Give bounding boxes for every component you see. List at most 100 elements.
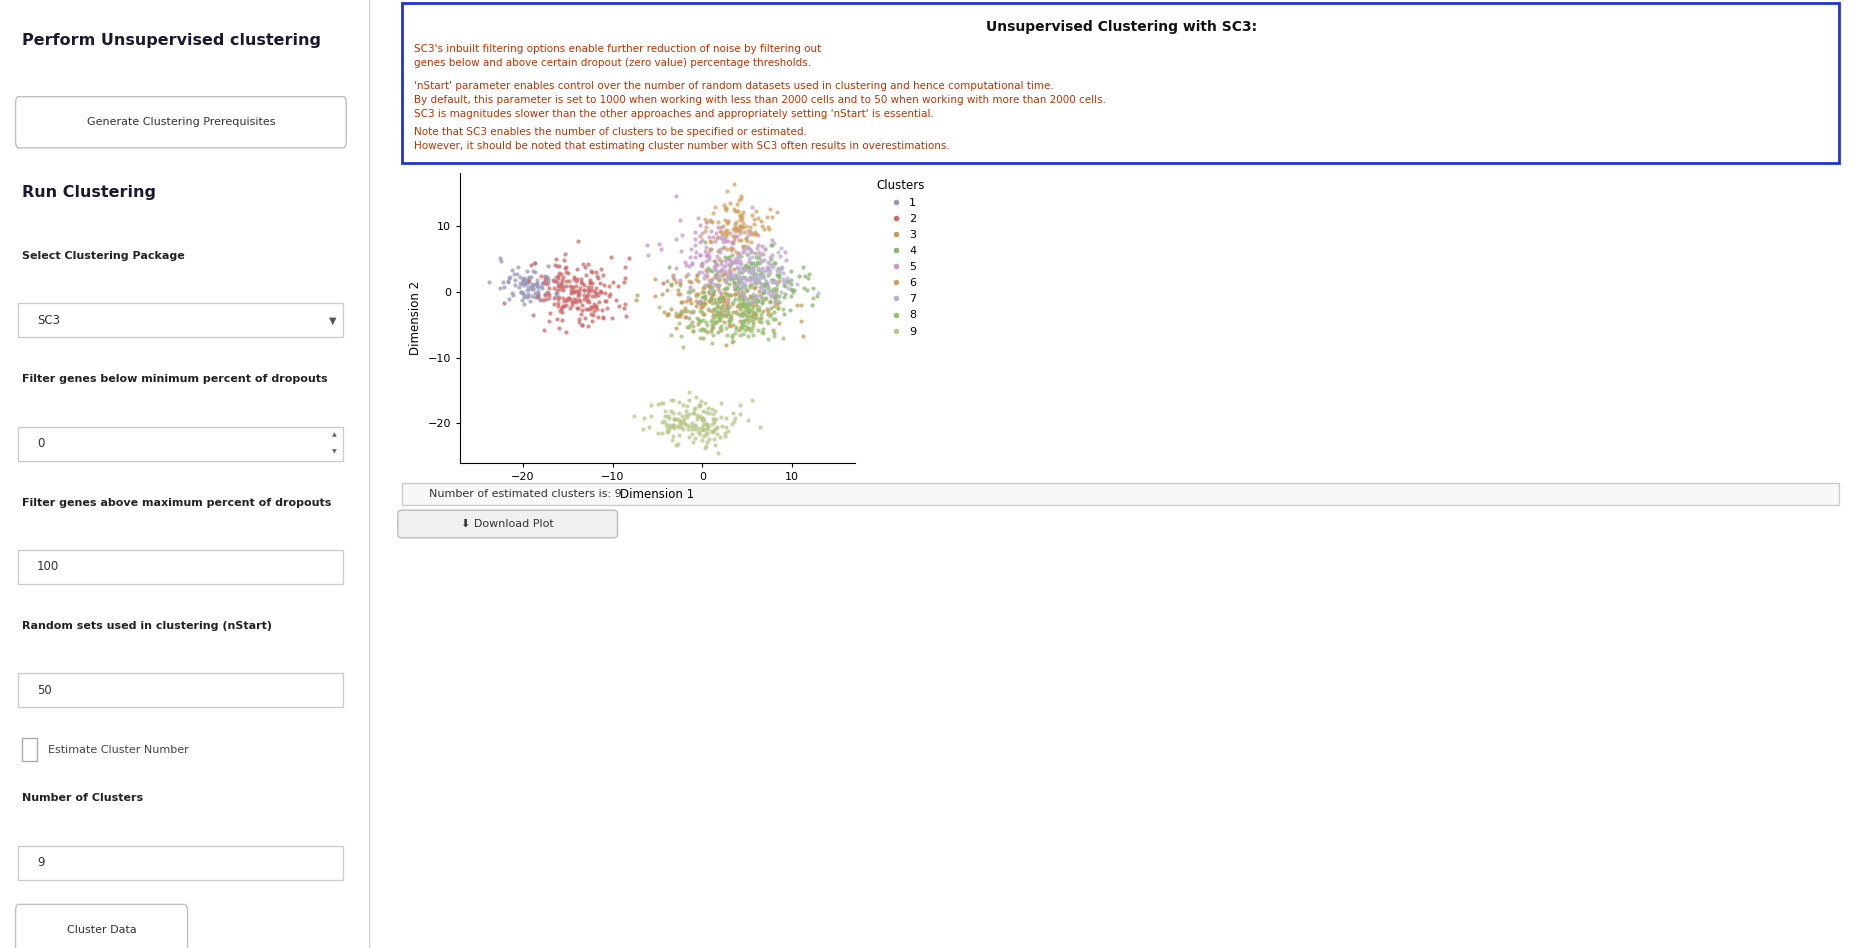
Point — [564, 294, 594, 309]
Point — [549, 252, 579, 267]
Point — [729, 299, 759, 314]
Point — [714, 257, 744, 272]
Point — [721, 299, 751, 314]
Point — [723, 299, 753, 314]
Point — [787, 298, 817, 313]
Point — [648, 276, 678, 291]
Point — [789, 260, 819, 275]
Point — [730, 280, 760, 295]
Point — [719, 275, 749, 290]
Point — [577, 276, 607, 291]
Point — [541, 274, 571, 289]
Point — [701, 314, 730, 329]
Point — [732, 296, 762, 311]
Point — [581, 264, 611, 280]
Point — [648, 413, 678, 428]
Point — [759, 255, 789, 270]
Point — [727, 286, 757, 301]
Point — [569, 292, 599, 307]
Point — [708, 272, 738, 287]
Point — [719, 219, 749, 234]
Point — [566, 280, 596, 295]
Point — [738, 270, 768, 285]
Point — [686, 409, 715, 424]
Point — [772, 274, 802, 289]
Point — [556, 298, 586, 313]
Point — [715, 241, 745, 256]
Point — [704, 291, 734, 306]
Point — [669, 397, 699, 412]
Point — [723, 274, 753, 289]
Point — [702, 300, 732, 315]
Point — [590, 294, 620, 309]
Point — [730, 231, 760, 246]
Point — [729, 307, 759, 322]
Point — [764, 263, 794, 278]
Point — [699, 423, 729, 438]
Point — [708, 234, 738, 249]
Point — [693, 229, 723, 245]
Point — [571, 293, 601, 308]
Point — [755, 283, 785, 299]
Point — [652, 409, 682, 424]
Point — [740, 279, 770, 294]
Point — [747, 277, 777, 292]
Point — [704, 305, 734, 320]
Point — [702, 307, 732, 322]
Point — [689, 441, 719, 456]
Point — [760, 295, 790, 310]
Point — [699, 422, 729, 437]
Point — [723, 261, 753, 276]
Point — [762, 262, 792, 277]
Point — [691, 434, 721, 449]
Point — [674, 249, 704, 264]
Point — [742, 322, 772, 337]
Point — [751, 264, 781, 279]
Point — [725, 232, 755, 247]
Point — [706, 285, 736, 301]
Point — [511, 283, 541, 298]
Point — [701, 308, 730, 323]
Point — [508, 270, 538, 285]
Point — [725, 275, 755, 290]
Point — [744, 245, 774, 260]
Point — [708, 219, 738, 234]
Point — [721, 197, 751, 212]
Point — [714, 314, 744, 329]
Point — [775, 276, 805, 291]
Point — [732, 228, 762, 243]
Point — [545, 303, 575, 319]
Point — [760, 281, 790, 296]
Point — [581, 299, 611, 314]
Point — [620, 293, 650, 308]
Point — [727, 318, 757, 333]
Point — [543, 270, 573, 285]
Point — [523, 280, 553, 295]
Point — [712, 226, 742, 241]
Point — [656, 276, 686, 291]
FancyBboxPatch shape — [19, 427, 343, 461]
Point — [584, 276, 614, 291]
Point — [744, 274, 774, 289]
Point — [659, 411, 689, 427]
Point — [729, 245, 759, 260]
Text: 0: 0 — [37, 437, 45, 450]
Point — [515, 257, 545, 272]
Point — [523, 289, 553, 304]
Point — [753, 306, 783, 321]
Point — [727, 191, 757, 206]
Point — [715, 267, 745, 283]
Point — [691, 253, 721, 268]
Point — [586, 285, 616, 301]
Point — [712, 200, 742, 215]
Point — [714, 249, 744, 264]
Point — [762, 267, 792, 283]
Point — [744, 261, 774, 276]
Point — [693, 293, 723, 308]
Point — [678, 406, 708, 421]
Point — [755, 202, 785, 217]
Point — [689, 270, 719, 285]
Point — [708, 240, 738, 255]
Point — [583, 268, 612, 283]
Point — [732, 315, 762, 330]
